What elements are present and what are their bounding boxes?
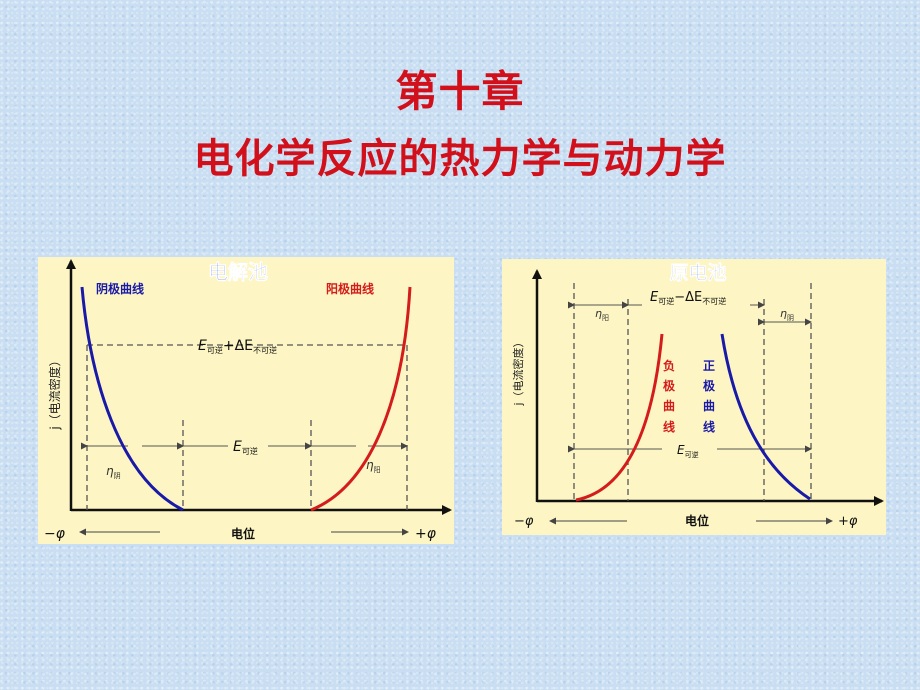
svg-text:曲: 曲: [703, 398, 715, 413]
anode-curve: [310, 286, 412, 512]
left-overpotential-label: η阳: [595, 307, 609, 322]
x-pos-label: +φ: [838, 514, 858, 529]
dashed-guides: [86, 344, 408, 510]
galvanic-title: 原电池: [669, 261, 726, 284]
cathode-curve-label: 阴极曲线: [96, 281, 144, 296]
anode-overpotential-label: η阳: [366, 458, 381, 474]
electrolysis-diagram: 电解池 阴极曲线 阳极曲线 E可逆+ΔE不可逆 E可逆 η阴 η阳 j（电流密度…: [38, 257, 454, 544]
reversible-voltage-label: E可逆: [233, 439, 258, 456]
svg-text:正: 正: [703, 359, 715, 373]
reversible-voltage-label: E可逆: [677, 443, 699, 459]
x-neg-label: −φ: [44, 526, 66, 542]
top-voltage-label: E可逆−ΔE不可逆: [650, 290, 726, 306]
svg-text:线: 线: [703, 419, 715, 434]
electrolysis-svg: 电解池 阴极曲线 阳极曲线 E可逆+ΔE不可逆 E可逆 η阴 η阳 j（电流密度…: [44, 259, 452, 542]
svg-text:极: 极: [703, 378, 716, 393]
positive-electrode-curve: [720, 333, 811, 501]
galvanic-svg: 原电池 E可逆−ΔE不可逆 η阳 η阴 负 极 曲 线 正 极 曲 线 E可逆 …: [511, 261, 884, 529]
svg-text:极: 极: [663, 378, 676, 393]
positive-curve-label: 正 极 曲 线: [703, 359, 716, 434]
negative-curve-label: 负 极 曲 线: [663, 358, 676, 434]
x-axis-label: 电位: [685, 513, 709, 528]
x-axis-label: 电位: [231, 526, 255, 541]
x-neg-label: −φ: [514, 514, 534, 529]
right-overpotential-label: η阴: [780, 307, 794, 322]
slide-title: 第十章: [395, 67, 525, 116]
top-voltage-label: E可逆+ΔE不可逆: [198, 338, 277, 355]
cathode-curve: [80, 286, 184, 512]
electrolysis-title: 电解池: [208, 260, 268, 284]
dashed-guides: [573, 283, 812, 501]
svg-text:线: 线: [663, 419, 675, 434]
svg-text:负: 负: [663, 358, 675, 373]
dimension-lines: [568, 301, 812, 453]
cathode-overpotential-label: η阴: [106, 464, 121, 480]
negative-electrode-curve: [575, 333, 664, 502]
y-axis-label: j（电流密度）: [511, 336, 525, 406]
y-axis-label: j（电流密度）: [47, 354, 62, 430]
anode-curve-label: 阳极曲线: [326, 281, 374, 296]
x-pos-label: +φ: [415, 526, 437, 542]
galvanic-diagram: 原电池 E可逆−ΔE不可逆 η阳 η阴 负 极 曲 线 正 极 曲 线 E可逆 …: [502, 259, 886, 535]
svg-text:曲: 曲: [663, 398, 675, 413]
slide-subtitle: 电化学反应的热力学与动力学: [193, 136, 727, 182]
